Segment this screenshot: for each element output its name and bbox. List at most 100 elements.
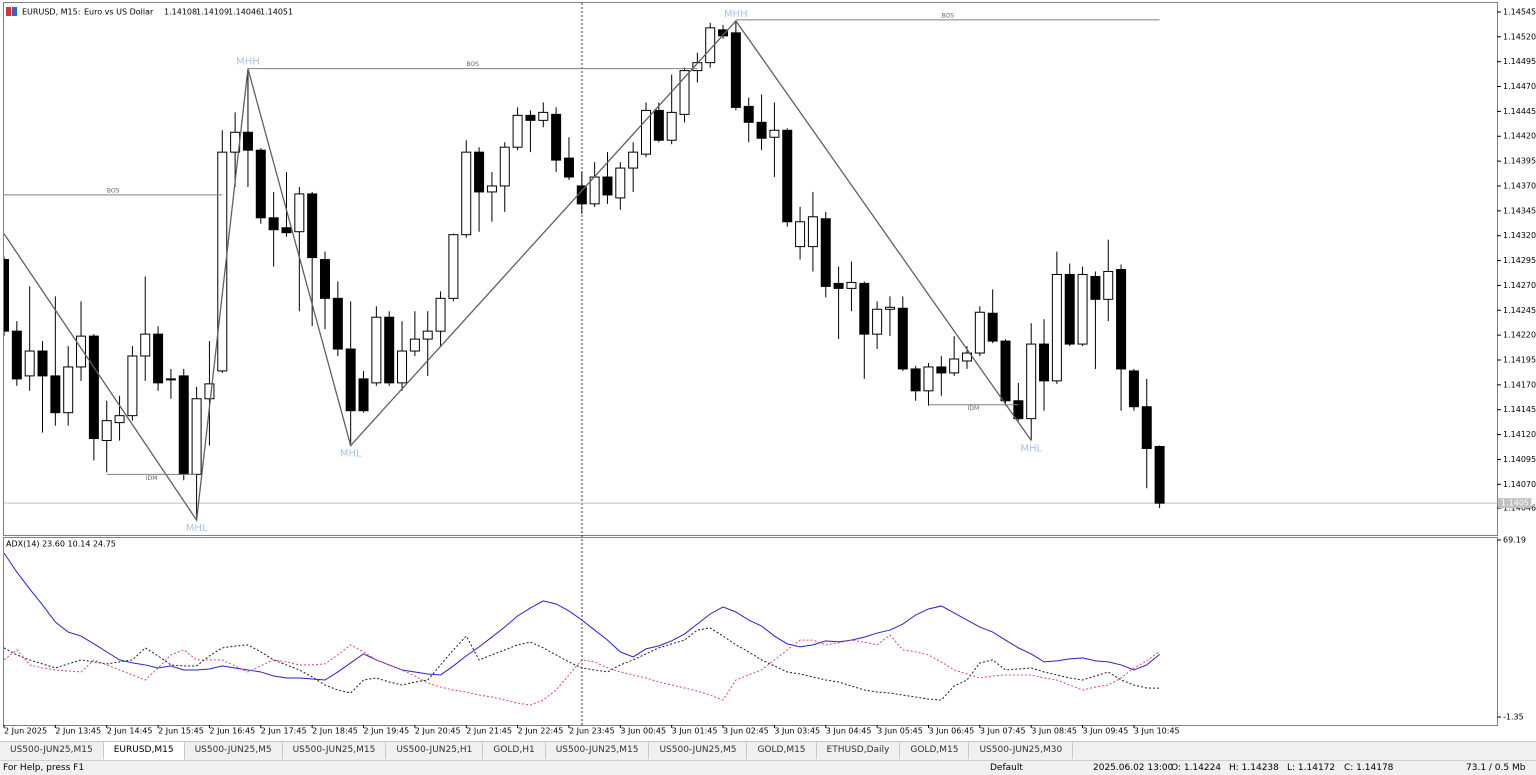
candle-body	[1128, 370, 1139, 408]
status-low: L: 1.14172	[1287, 763, 1336, 773]
chart-tab[interactable]: US500-JUN25,M15	[283, 742, 387, 759]
candle-body	[461, 151, 472, 236]
sub-panel-frame	[3, 537, 1498, 726]
x-tick-label: 3 Jun 04:45	[826, 727, 872, 736]
y-tick-label: 1.14245	[1503, 306, 1536, 315]
candle-body	[602, 176, 613, 196]
candle-body	[397, 350, 408, 384]
chart-tab[interactable]: GOLD,M15	[900, 742, 970, 759]
y-tick-label: 1.14170	[1503, 380, 1536, 389]
candle-body	[730, 32, 741, 108]
quote: 1.14109	[196, 8, 229, 17]
candle-body	[769, 129, 780, 138]
candle-body	[615, 167, 626, 199]
x-tick-label: 3 Jun 10:45	[1134, 727, 1180, 736]
structure-label: IDM	[968, 405, 980, 412]
candle-body	[345, 348, 356, 412]
x-tick-label: 2 Jun 17:45	[261, 727, 307, 736]
y-tick-label: 1.14370	[1503, 181, 1536, 190]
x-tick-label: 3 Jun 01:45	[672, 727, 718, 736]
candle-body	[255, 149, 266, 219]
candle-body	[37, 350, 48, 377]
candle-body	[127, 355, 138, 417]
candle-body	[320, 259, 330, 299]
candle-body	[987, 312, 998, 342]
main-panel-frame	[3, 2, 1498, 536]
chart-tab[interactable]: US500-JUN25,M5	[649, 742, 748, 759]
y-tick-label: 1.14120	[1503, 430, 1536, 439]
chart-tab[interactable]: US500-JUN25,M5	[185, 742, 283, 759]
x-tick-label: 3 Jun 08:45	[1031, 727, 1077, 736]
indicator-line	[4, 634, 1160, 706]
y-tick-label: 1.14295	[1503, 256, 1536, 265]
candle-body	[743, 105, 754, 123]
chart-tab[interactable]: US500-JUN25,H1	[386, 742, 484, 759]
y-tick-label: 1.14270	[1503, 281, 1536, 290]
x-tick-label: 2 Jun 22:45	[518, 727, 564, 736]
candle-body	[11, 330, 22, 380]
candle-body	[307, 193, 318, 259]
y-tick-label: 1.14395	[1503, 157, 1536, 166]
status-help: For Help, press F1	[3, 763, 85, 773]
chart-tab[interactable]: GOLD,H1	[483, 742, 546, 759]
candle-body	[512, 114, 523, 148]
chart-tab[interactable]: US500-JUN25,M15	[546, 742, 650, 759]
x-tick-label: 2 Jun 21:45	[466, 727, 512, 736]
chart-tab[interactable]: US500-JUN25,M15	[0, 742, 104, 759]
candle-body	[807, 216, 818, 248]
candle-body	[872, 308, 883, 335]
candle-body	[101, 420, 112, 442]
candle-body	[448, 234, 459, 299]
structure-label: BOS	[466, 61, 479, 68]
chart-tab[interactable]: EURUSD,M15	[103, 742, 185, 760]
chart-tab[interactable]: ETHUSD,Daily	[817, 742, 901, 759]
candle-body	[1051, 273, 1062, 382]
candle-body	[474, 151, 485, 193]
candle-body	[628, 151, 639, 169]
quote: 1.14051	[260, 8, 293, 17]
y-tick-label: 1.14145	[1503, 405, 1536, 414]
candle-body	[538, 111, 549, 121]
status-profile: Default	[990, 763, 1023, 773]
pivot-label: MHL	[186, 523, 208, 534]
quote: 1.14108	[164, 8, 197, 17]
candle-body	[153, 333, 164, 384]
structure-label: IDM	[146, 475, 158, 482]
status-high: H: 1.14238	[1229, 763, 1279, 773]
candle-body	[191, 398, 202, 475]
candle-body	[1064, 273, 1075, 345]
y-tick-label: 1.14195	[1503, 355, 1536, 364]
candle-body	[589, 176, 600, 205]
y-tick-label: 1.14320	[1503, 231, 1536, 240]
x-tick-label: 2 Jun 23:45	[569, 727, 615, 736]
chart-tab[interactable]: GOLD,M15	[747, 742, 817, 759]
candle-body	[653, 109, 664, 141]
y-tick-label: 1.14545	[1503, 7, 1536, 16]
candle-body	[204, 383, 215, 400]
candle-body	[422, 330, 433, 340]
candle-body	[782, 129, 793, 223]
y-tick-label: 1.14495	[1503, 57, 1536, 66]
status-memory: 73.1 / 0.5 Mb	[1466, 763, 1526, 773]
candle-body	[974, 311, 985, 354]
candle-body	[1026, 343, 1037, 420]
x-tick-label: 2 Jun 19:45	[364, 727, 410, 736]
y-tick-label: 1.14445	[1503, 107, 1536, 116]
candle-body	[358, 378, 369, 412]
candle-body	[897, 307, 908, 370]
status-open: O: 1.14224	[1171, 763, 1222, 773]
x-tick-label: 2 Jun 16:45	[209, 727, 255, 736]
candle-body	[24, 350, 35, 377]
candle-body	[820, 218, 831, 287]
candle-body	[88, 335, 99, 440]
x-tick-label: 3 Jun 02:45	[723, 727, 769, 736]
y-tick-label: 1.14095	[1503, 455, 1536, 464]
candle-body	[165, 378, 176, 381]
candle-body	[1090, 275, 1101, 300]
chart-tab[interactable]: US500-JUN25,M30	[969, 742, 1074, 759]
candle-body	[884, 306, 895, 310]
candle-body	[409, 338, 420, 352]
candle-body	[551, 113, 562, 161]
y-tick-label: 69.19	[1503, 536, 1526, 545]
status-bar: For Help, press F1 Default 2025.06.02 13…	[0, 760, 1536, 775]
